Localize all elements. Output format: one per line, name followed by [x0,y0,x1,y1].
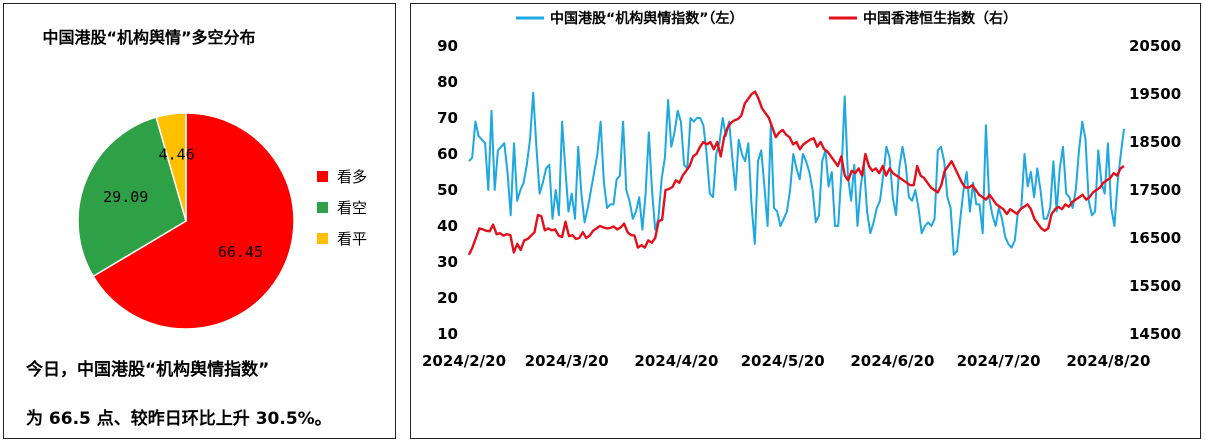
legend-label-2: 看空 [337,199,367,217]
series-line-1 [468,91,1125,256]
x-tick: 2024/8/20 [1066,352,1150,370]
y-right-tick: 16500 [1129,229,1181,247]
pie-slice-3 [155,112,187,222]
y-left-tick: 50 [437,181,458,199]
legend-swatch-2 [317,202,328,213]
line-chart: 中国港股“机构舆情指数”（左） 中国香港恒生指数（右） 90 80 70 60 50 40 3… [422,10,1181,370]
x-tick: 2024/6/20 [850,352,934,370]
legend-label-3: 看平 [337,230,367,248]
y-left-tick: 60 [437,145,458,163]
y-right-tick: 15500 [1129,277,1181,295]
y-right-tick: 14500 [1129,325,1181,343]
x-tick: 2024/7/20 [957,352,1041,370]
series-line-2 [467,90,1125,256]
pie-slice-2 [77,116,187,278]
pie-slice-label-2: 29.09 [103,188,148,206]
y-right-tick: 18500 [1129,133,1181,151]
y-right-tick: 20500 [1129,37,1181,55]
y-left-tick: 30 [437,253,458,271]
legend-swatch-1 [317,171,328,182]
legend-swatch-3 [317,233,328,244]
pie-title: 中国港股“机构舆情”多空分布 [42,28,256,47]
x-tick: 2024/5/20 [741,352,825,370]
summary-line-1: 今日，中国港股“机构舆情指数” [26,360,270,380]
pie-slice-label-3: 4.46 [159,146,195,164]
y-left-tick: 10 [437,325,458,343]
y-left-tick: 20 [437,289,458,307]
y-left-tick: 80 [437,73,458,91]
x-tick: 2024/3/20 [525,352,609,370]
y-right-tick: 17500 [1129,181,1181,199]
y-left-tick: 90 [437,37,458,55]
summary-line-2: 为 66.5 点、较昨日环比上升 30.5%。 [26,409,332,429]
x-tick: 2024/2/20 [422,352,506,370]
legend-label-1: 看多 [337,168,367,186]
y-left-tick: 70 [437,109,458,127]
y-left-tick: 40 [437,217,458,235]
pie-panel: 中国港股“机构舆情”多空分布 66.45 29.09 4.46 看多看空看平 今日，… [3,3,396,439]
line-chart-panel: 中国港股“机构舆情指数”（左） 中国香港恒生指数（右） 90 80 70 60 50 40 3… [410,3,1201,439]
pie-slice-label-1: 66.45 [218,243,263,261]
x-tick: 2024/4/20 [634,352,718,370]
y-right-tick: 19500 [1129,85,1181,103]
pie-slice-1 [92,112,295,330]
legend-series-2: 中国香港恒生指数（右） [863,10,1017,27]
legend-series-1: 中国港股“机构舆情指数”（左） [550,10,743,27]
